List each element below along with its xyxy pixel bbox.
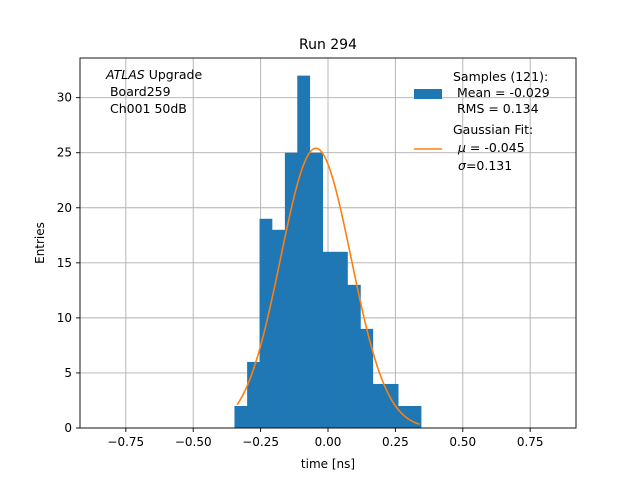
y-tick-label-0: 0 bbox=[64, 421, 72, 435]
histogram-bar-14 bbox=[410, 405, 422, 428]
y-axis-ticks: 0 5 10 15 20 25 30 bbox=[57, 91, 80, 435]
histogram-bar-5 bbox=[297, 75, 311, 428]
chart-title: Run 294 bbox=[299, 37, 357, 53]
legend-samples-mean: Mean = -0.029 bbox=[453, 85, 550, 100]
histogram-bar-8 bbox=[335, 251, 348, 428]
legend-sigma-value: =0.131 bbox=[466, 158, 512, 173]
histogram-bar-4 bbox=[284, 152, 298, 428]
y-tick-label-3: 15 bbox=[57, 256, 72, 270]
legend-fit-mu: μ = -0.045 bbox=[457, 140, 525, 155]
annotation-line-2: Board259 bbox=[106, 84, 171, 99]
legend-sigma-symbol: σ bbox=[458, 158, 467, 173]
annotation-upgrade: Upgrade bbox=[145, 67, 203, 82]
x-tick-label-2: −0.25 bbox=[242, 435, 279, 449]
histogram-bar-10 bbox=[360, 328, 374, 428]
histogram-bar-3 bbox=[271, 229, 286, 428]
x-tick-label-6: 0.75 bbox=[517, 435, 544, 449]
y-tick-label-2: 10 bbox=[57, 311, 72, 325]
x-axis-ticks: −0.75 −0.50 −0.25 0.00 0.25 0.50 0.75 bbox=[107, 428, 544, 449]
legend: Samples (121): Mean = -0.029 RMS = 0.134… bbox=[414, 69, 550, 173]
legend-mu-symbol: μ bbox=[457, 140, 466, 155]
y-tick-label-6: 30 bbox=[57, 91, 72, 105]
y-tick-label-4: 20 bbox=[57, 201, 72, 215]
annotation-line-3: Ch001 50dB bbox=[106, 101, 187, 116]
legend-mu-value: = -0.045 bbox=[466, 140, 525, 155]
x-axis-label: time [ns] bbox=[301, 457, 355, 471]
x-tick-label-4: 0.25 bbox=[382, 435, 409, 449]
annotation-line-1: ATLAS Upgrade bbox=[105, 67, 202, 82]
y-axis-label: Entries bbox=[33, 222, 47, 264]
x-tick-label-5: 0.50 bbox=[449, 435, 476, 449]
histogram-bar-7 bbox=[322, 251, 336, 428]
legend-samples-title: Samples (121): bbox=[453, 69, 548, 84]
legend-histogram-swatch bbox=[414, 89, 442, 99]
x-tick-label-1: −0.50 bbox=[175, 435, 212, 449]
legend-fit-title: Gaussian Fit: bbox=[453, 122, 533, 137]
y-tick-label-5: 25 bbox=[57, 146, 72, 160]
legend-fit-sigma: σ=0.131 bbox=[458, 158, 512, 173]
atlas-annotation: ATLAS Upgrade Board259 Ch001 50dB bbox=[105, 67, 202, 116]
gaussian-fit-curve bbox=[236, 147, 420, 426]
histogram-bar-9 bbox=[347, 284, 361, 428]
histogram-bar-11 bbox=[372, 383, 386, 428]
annotation-atlas-italic: ATLAS bbox=[105, 67, 145, 82]
histogram-bar-1 bbox=[247, 361, 260, 428]
histogram-bar-6 bbox=[309, 152, 324, 428]
histogram-bar-0 bbox=[234, 405, 248, 428]
x-tick-label-3: 0.00 bbox=[315, 435, 342, 449]
x-tick-label-0: −0.75 bbox=[107, 435, 144, 449]
legend-samples-rms: RMS = 0.134 bbox=[453, 101, 539, 116]
y-tick-label-1: 5 bbox=[64, 366, 72, 380]
